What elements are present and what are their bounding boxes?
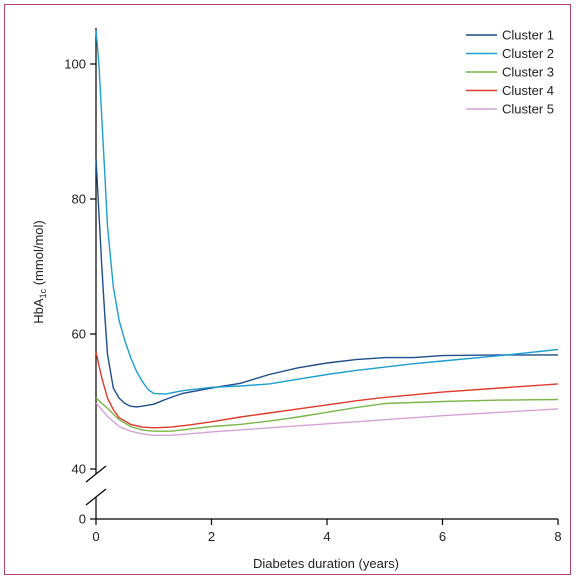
y-tick-label: 60 [72,327,86,342]
x-axis-title: Diabetes duration (years) [253,556,399,571]
legend-label: Cluster 3 [502,65,554,80]
x-tick-label: 0 [92,529,99,544]
y-axis-title-main: HbA [31,298,46,324]
legend: Cluster 1 Cluster 2 Cluster 3 Cluster 4 Clus… [466,28,554,117]
axes: 40 60 80 100 00 2 4 6 8 [64,28,562,544]
y-axis-break-mark [85,465,107,483]
series-line [95,402,559,436]
x-tick-label: 2 [208,529,215,544]
legend-label: Cluster 4 [502,83,554,98]
x-tick-label: 8 [554,529,561,544]
legend-label: Cluster 1 [502,28,554,43]
y-axis-title-subscript: 1c [38,288,48,298]
legend-label: Cluster 5 [502,102,554,117]
y-tick-label: 40 [72,462,86,477]
x-tick-label: 4 [323,529,330,544]
y-axis-title: HbA1c (mmol/mol) [31,220,48,323]
x-tick-label: 6 [439,529,446,544]
series-line [95,158,558,408]
series-line [95,30,559,395]
chart-frame [4,4,571,575]
y-tick-label: 80 [72,192,86,207]
plot-lines [95,30,559,436]
y-axis-title-suffix: (mmol/mol) [31,220,46,289]
y-axis-break-mark [85,488,107,506]
legend-label: Cluster 2 [502,46,554,61]
series-line [95,352,559,429]
y-tick-label: 100 [64,57,86,72]
series-line [95,397,559,432]
y-tick-label: 0 [79,512,86,527]
